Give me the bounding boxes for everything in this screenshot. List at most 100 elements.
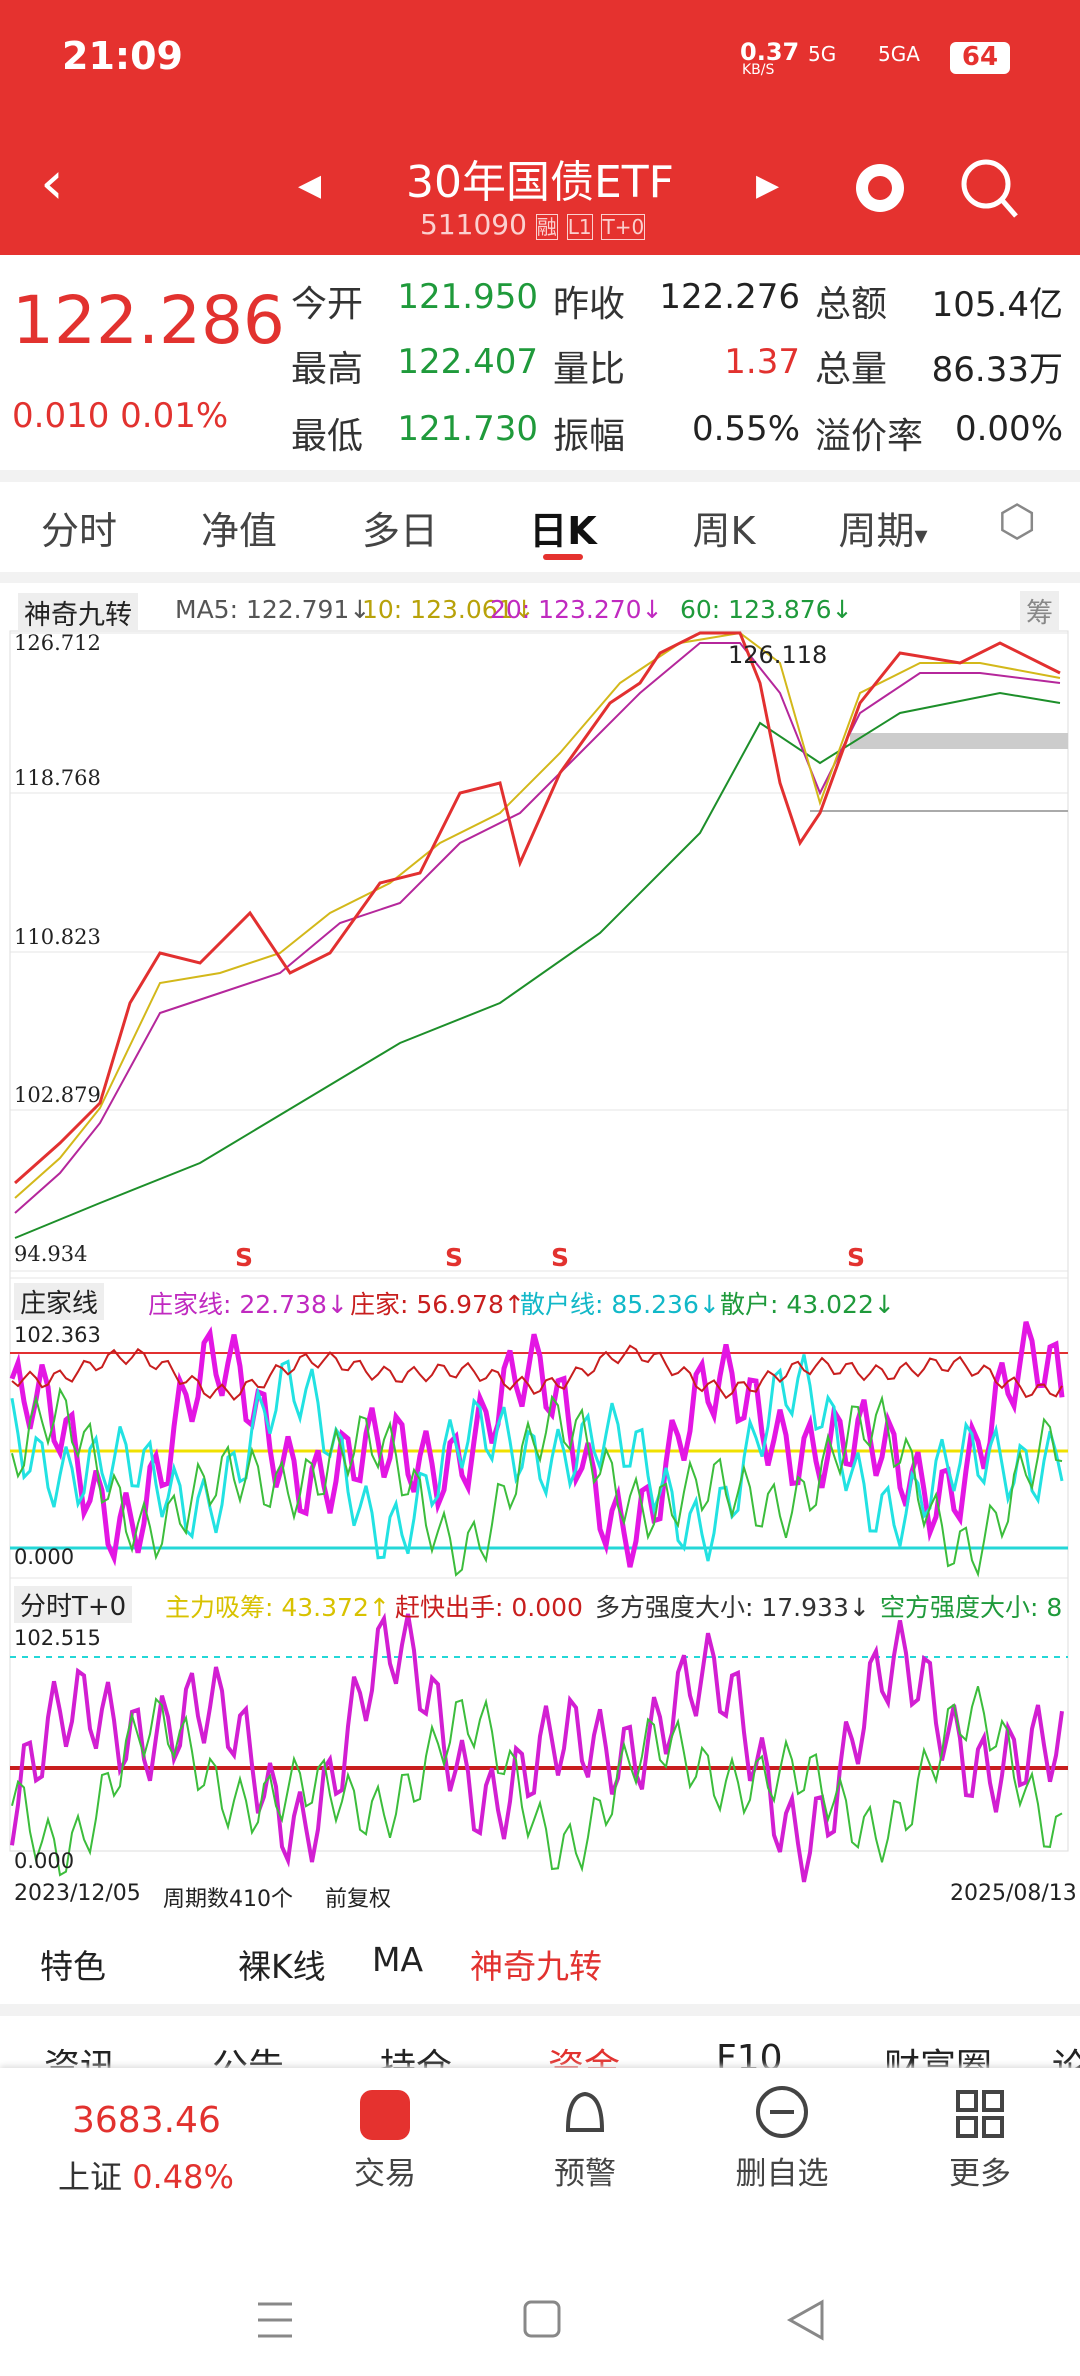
signal: S: [235, 1243, 254, 1272]
subtab[interactable]: 特色: [40, 1947, 106, 1986]
index-value: 3683.46: [72, 2100, 221, 2141]
net: 5GA: [878, 42, 920, 66]
header-bg: [0, 0, 1080, 255]
next[interactable]: ▶: [756, 168, 780, 203]
signal: S: [551, 1243, 570, 1272]
price-label: 126.712: [14, 631, 101, 655]
tabs-bg: [0, 482, 1080, 572]
price-label: 110.823: [14, 925, 101, 949]
axis-label: 102.363: [14, 1323, 101, 1347]
panel-name: 分时T+0: [14, 1586, 133, 1623]
change-val: 0.010: [12, 396, 110, 436]
field-label: 振幅: [553, 416, 626, 457]
field-label: 总额: [815, 284, 888, 325]
badge: T+0: [601, 214, 646, 240]
field-value: 86.33万: [931, 350, 1063, 390]
field-label: 量比: [553, 349, 626, 390]
prev[interactable]: ◀: [298, 168, 322, 203]
price-label: 118.768: [14, 766, 101, 790]
caret: ▾: [914, 521, 928, 551]
nav-icons: [360, 2086, 1004, 2140]
index: 上证 0.48%: [58, 2152, 234, 2198]
footer-label: 前复权: [325, 1887, 392, 1912]
ma-label: 20: 123.270↓: [490, 595, 663, 624]
field-value: 122.276: [659, 277, 800, 317]
footer-label: 2023/12/05: [14, 1881, 141, 1906]
field-label: 最低: [291, 416, 364, 457]
field-label: 昨收: [553, 284, 626, 325]
indicator-line: [11, 1344, 1063, 1401]
net: 5G: [808, 42, 837, 66]
panel-item: 多方强度大小: 17.933↓: [595, 1593, 870, 1622]
change-pct: 0.01%: [120, 396, 229, 436]
index-pct: 0.48%: [132, 2158, 234, 2196]
index-name: 上证: [58, 2158, 123, 2196]
nav-item[interactable]: 删自选: [735, 2156, 829, 2192]
subtab[interactable]: 裸K线: [238, 1947, 326, 1986]
axis-label: 0.000: [14, 1545, 75, 1569]
panel-item: 散户: 43.022↓: [720, 1290, 895, 1319]
more-tabs: 资讯 公告 持仓 资金 F10 财富圈论: [0, 2016, 1080, 2076]
panel-item: 庄家: 56.978↑: [350, 1290, 525, 1319]
quote-panel: [0, 255, 1080, 470]
panel-item: 散户线: 85.236↓: [520, 1290, 720, 1319]
axis-label: 0.000: [14, 1849, 75, 1873]
time: 21:09: [62, 34, 183, 78]
tab[interactable]: 净值: [200, 509, 277, 553]
price: 122.286: [12, 282, 285, 359]
nav-item[interactable]: 更多: [949, 2156, 1011, 2192]
field-value: 1.37: [724, 342, 800, 382]
chip: 筹: [1020, 591, 1059, 630]
panel-item: 主力吸筹: 43.372↑: [165, 1593, 390, 1622]
field-label: 今开: [291, 284, 364, 325]
ma-label: 60: 123.876↓: [680, 595, 853, 624]
badge: L1: [566, 214, 593, 240]
price-label: 94.934: [14, 1242, 88, 1266]
code-text: 511090: [420, 208, 527, 241]
signal: S: [445, 1243, 464, 1272]
badge: 融: [535, 214, 558, 240]
system-nav: [258, 2299, 824, 2341]
battery: 64: [950, 42, 1010, 74]
speed-unit: KB/S: [742, 62, 775, 78]
speed: 0.37: [740, 38, 800, 66]
field-value: 121.950: [397, 277, 538, 317]
tab[interactable]: 周K: [692, 509, 756, 553]
panel-item: 赶快出手: 0.000: [395, 1593, 583, 1622]
header-icons: [856, 159, 1018, 218]
field-value: 0.55%: [691, 409, 800, 449]
tab[interactable]: 周期▾: [838, 509, 928, 553]
indicator-line: [11, 1386, 1063, 1578]
field-value: 121.730: [397, 409, 538, 449]
ma-label: 10: 123.061↓: [362, 595, 535, 624]
field-value: 0.00%: [954, 409, 1063, 449]
back[interactable]: ‹: [40, 148, 64, 218]
field-label: 溢价率: [815, 416, 924, 457]
footer-label: 周期数410个: [163, 1887, 293, 1912]
ma-label: MA5: 122.791↓: [175, 595, 371, 624]
bottom-bar: [0, 2068, 1080, 2376]
subtabs-bg: [0, 1922, 1080, 2004]
tab[interactable]: 多日: [361, 509, 438, 553]
signal: S: [847, 1243, 866, 1272]
field-label: 总量: [815, 349, 888, 390]
field-value: 122.407: [397, 342, 538, 382]
panel-item: 庄家线: 22.738↓: [148, 1290, 348, 1319]
tab[interactable]: 日K: [529, 509, 597, 553]
nav-item[interactable]: 预警: [554, 2156, 616, 2192]
code: 511090 融 L1 T+0: [420, 208, 646, 241]
indicator-line: [10, 1612, 1064, 1883]
axis-label: 102.515: [14, 1626, 101, 1650]
subtab[interactable]: 神奇九转: [470, 1947, 602, 1986]
tab[interactable]: 分时: [40, 509, 117, 553]
subtab[interactable]: MA: [372, 1940, 424, 1979]
change: 0.010 0.01%: [12, 396, 228, 436]
field-label: 最高: [291, 349, 364, 390]
nav-item[interactable]: 交易: [354, 2156, 416, 2192]
tab-indicator: [543, 554, 583, 560]
indicator-line: [11, 1686, 1063, 1877]
high-note: 126.118: [728, 641, 828, 669]
chart: [0, 583, 1080, 1923]
panel-item: 空方强度大小: 8: [880, 1593, 1063, 1622]
